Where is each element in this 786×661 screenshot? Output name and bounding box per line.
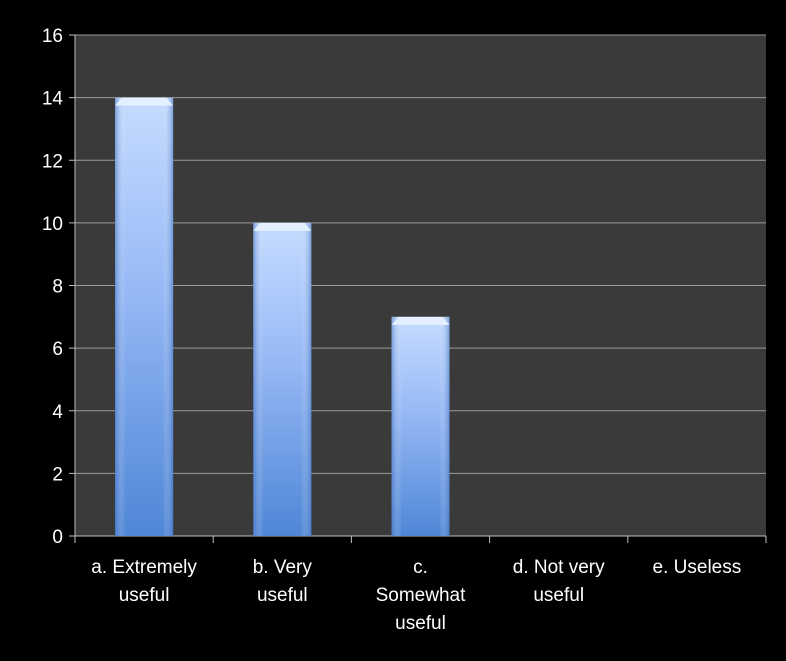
x-category-label: Somewhat xyxy=(376,585,466,606)
bar-shade xyxy=(115,97,174,536)
bar xyxy=(253,222,312,536)
y-tick-label: 8 xyxy=(52,277,63,298)
y-tick-label: 6 xyxy=(52,339,63,360)
y-tick-label: 4 xyxy=(52,402,63,423)
y-tick-label: 10 xyxy=(42,214,63,235)
y-tick-labels: 0 2 4 6 8 10 12 14 16 xyxy=(42,26,64,548)
bar-top-bevel xyxy=(391,316,450,325)
y-tick-label: 0 xyxy=(52,527,63,548)
x-category-label: b. Very xyxy=(253,557,313,578)
y-tick-label: 14 xyxy=(42,89,64,110)
x-category-label: useful xyxy=(395,613,446,634)
x-category-label: useful xyxy=(533,585,584,606)
y-tick-label: 12 xyxy=(42,151,63,172)
y-tick-label: 16 xyxy=(42,26,63,47)
x-category-label: a. Extremely xyxy=(91,557,197,578)
x-category-label: useful xyxy=(119,585,170,606)
bar-top-bevel xyxy=(253,222,312,231)
x-category-label: e. Useless xyxy=(653,557,742,578)
x-category-label: useful xyxy=(257,585,308,606)
bar-shade xyxy=(391,316,450,536)
x-category-label: c. xyxy=(413,557,428,578)
bar xyxy=(391,316,450,536)
bar-top-bevel xyxy=(115,97,174,106)
y-tick-label: 2 xyxy=(52,464,63,485)
x-category-label: d. Not very xyxy=(513,557,605,578)
bar xyxy=(115,97,174,536)
x-category-labels: a. Extremely useful b. Very useful c. Somewha… xyxy=(91,557,741,634)
bars xyxy=(115,97,450,536)
bar-shade xyxy=(253,222,312,536)
